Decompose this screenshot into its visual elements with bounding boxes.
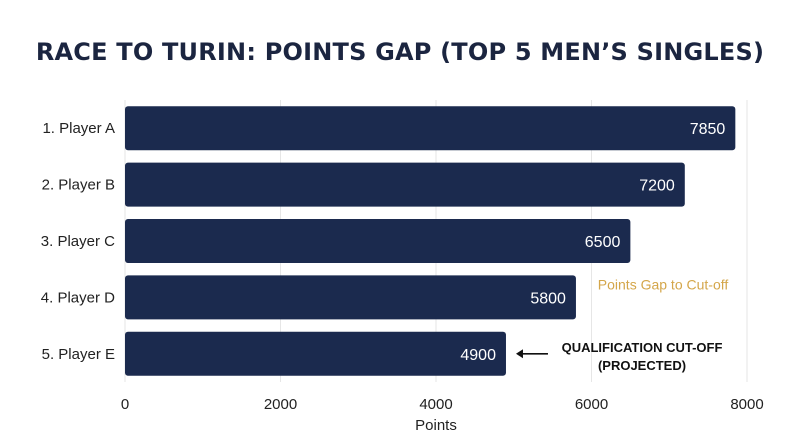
bar xyxy=(125,331,506,376)
bars: 78507200650058004900 xyxy=(125,106,736,376)
bar-value-label: 4900 xyxy=(460,347,496,364)
annotations: Points Gap to Cut-off QUALIFICATION CUT-… xyxy=(125,276,747,373)
bar-value-label: 7200 xyxy=(639,178,675,195)
category-label: 1. Player A xyxy=(42,120,115,137)
x-tick-label: 8000 xyxy=(730,396,763,413)
points-gap-label: Points Gap to Cut-off xyxy=(598,276,729,292)
bar xyxy=(125,162,685,207)
x-axis-ticks: 0 2000 4000 6000 8000 xyxy=(121,396,764,413)
category-labels: 1. Player A 2. Player B 3. Player C 4. Play… xyxy=(41,120,115,363)
x-tick-label: 6000 xyxy=(575,396,608,413)
category-label: 2. Player B xyxy=(42,177,115,194)
category-label: 3. Player C xyxy=(41,233,115,250)
cutoff-label-line1: QUALIFICATION CUT-OFF xyxy=(562,340,723,355)
bar xyxy=(125,219,631,263)
x-tick-label: 0 xyxy=(121,396,129,413)
cutoff-label-line2: (PROJECTED) xyxy=(598,358,686,373)
bar xyxy=(125,106,736,151)
x-axis-label: Points xyxy=(415,417,457,434)
x-tick-label: 4000 xyxy=(419,396,452,413)
bar-value-label: 6500 xyxy=(585,234,621,251)
bar-value-label: 7850 xyxy=(690,121,726,138)
category-label: 5. Player E xyxy=(42,346,115,363)
cutoff-arrow-head xyxy=(515,349,523,359)
x-tick-label: 2000 xyxy=(264,396,297,413)
category-label: 4. Player D xyxy=(41,289,115,306)
chart-title: RACE TO TURIN: POINTS GAP (TOP 5 MEN’S S… xyxy=(35,38,765,66)
